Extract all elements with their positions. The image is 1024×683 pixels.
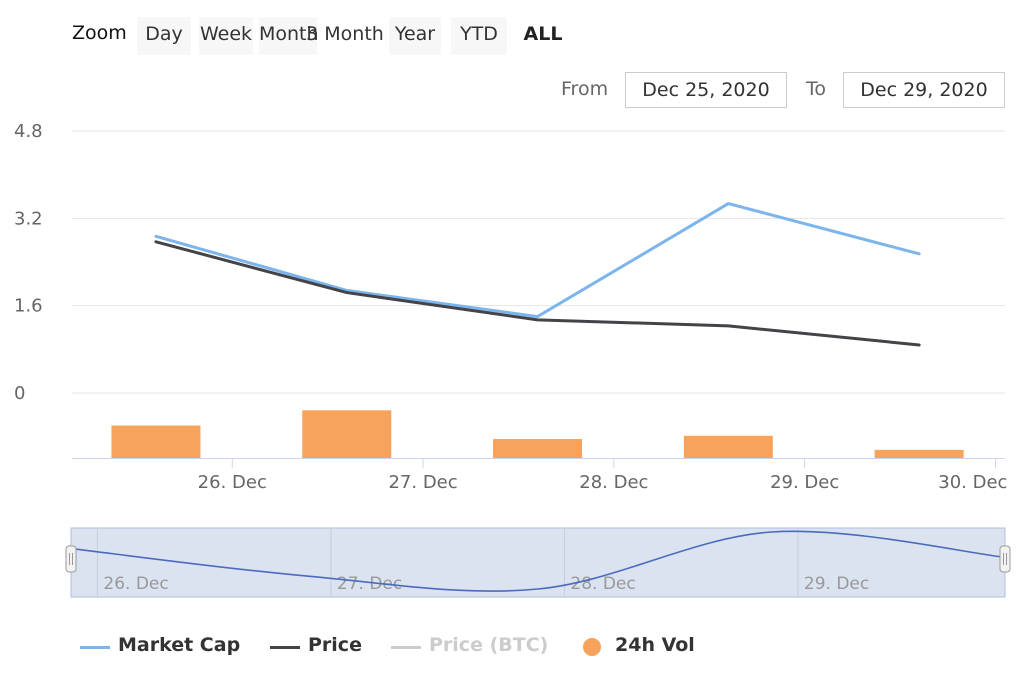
legend-label: Price bbox=[308, 634, 362, 656]
y-tick-label: 1.6 bbox=[14, 296, 43, 317]
y-tick-label: 4.8 bbox=[14, 121, 43, 142]
volume-bar bbox=[302, 410, 392, 458]
navigator-tick-label: 28. Dec bbox=[570, 574, 635, 594]
legend-label: 24h Vol bbox=[615, 634, 695, 656]
zoom-label: Zoom bbox=[72, 22, 127, 44]
price-btc-line-icon bbox=[391, 646, 421, 649]
price-line-icon bbox=[270, 646, 300, 649]
market-cap-line-icon bbox=[80, 646, 110, 649]
navigator-left-handle[interactable] bbox=[65, 545, 77, 573]
volume-bar bbox=[683, 435, 773, 458]
volume-series bbox=[111, 410, 964, 458]
y-tick-label: 0 bbox=[14, 383, 25, 404]
volume-bar bbox=[493, 439, 583, 458]
zoom-ytd-button[interactable]: YTD bbox=[451, 17, 507, 55]
to-date-input[interactable]: Dec 29, 2020 bbox=[843, 72, 1005, 108]
navigator-tick-label: 26. Dec bbox=[103, 574, 168, 594]
volume-bar bbox=[874, 449, 964, 458]
zoom-week-button[interactable]: Week bbox=[199, 17, 253, 55]
zoom-year-button[interactable]: Year bbox=[389, 17, 441, 55]
to-label: To bbox=[806, 78, 827, 100]
zoom-month-button[interactable]: Month bbox=[259, 17, 319, 55]
x-axis: 26. Dec 27. Dec 28. Dec 29. Dec 30. Dec bbox=[72, 458, 1007, 493]
price-line bbox=[154, 240, 921, 347]
volume-bar bbox=[111, 425, 201, 458]
x-tick-label: 28. Dec bbox=[579, 472, 648, 493]
navigator-tick-label: 27. Dec bbox=[337, 574, 402, 594]
x-tick-label: 30. Dec bbox=[938, 472, 1007, 493]
zoom-all-button[interactable]: ALL bbox=[515, 17, 571, 55]
navigator-right-handle[interactable] bbox=[999, 545, 1011, 573]
volume-dot-icon bbox=[583, 638, 601, 656]
zoom-day-button[interactable]: Day bbox=[137, 17, 191, 55]
from-label: From bbox=[561, 78, 609, 100]
market-cap-line bbox=[154, 202, 921, 319]
x-tick-label: 27. Dec bbox=[388, 472, 457, 493]
legend-label: Market Cap bbox=[118, 634, 241, 656]
navigator[interactable]: 26. Dec 27. Dec 28. Dec 29. Dec bbox=[65, 527, 1011, 598]
grid-layer: 0 1.6 3.2 4.8 bbox=[14, 121, 1005, 404]
legend-label: Price (BTC) bbox=[429, 634, 549, 656]
zoom-3month-button[interactable]: 3 Month bbox=[306, 23, 384, 45]
y-tick-label: 3.2 bbox=[14, 208, 43, 229]
navigator-tick-label: 29. Dec bbox=[804, 574, 869, 594]
x-tick-label: 26. Dec bbox=[198, 472, 267, 493]
navigator-series-line bbox=[70, 530, 1006, 592]
from-date-input[interactable]: Dec 25, 2020 bbox=[625, 72, 787, 108]
line-series-layer bbox=[154, 202, 921, 347]
x-tick-label: 29. Dec bbox=[770, 472, 839, 493]
